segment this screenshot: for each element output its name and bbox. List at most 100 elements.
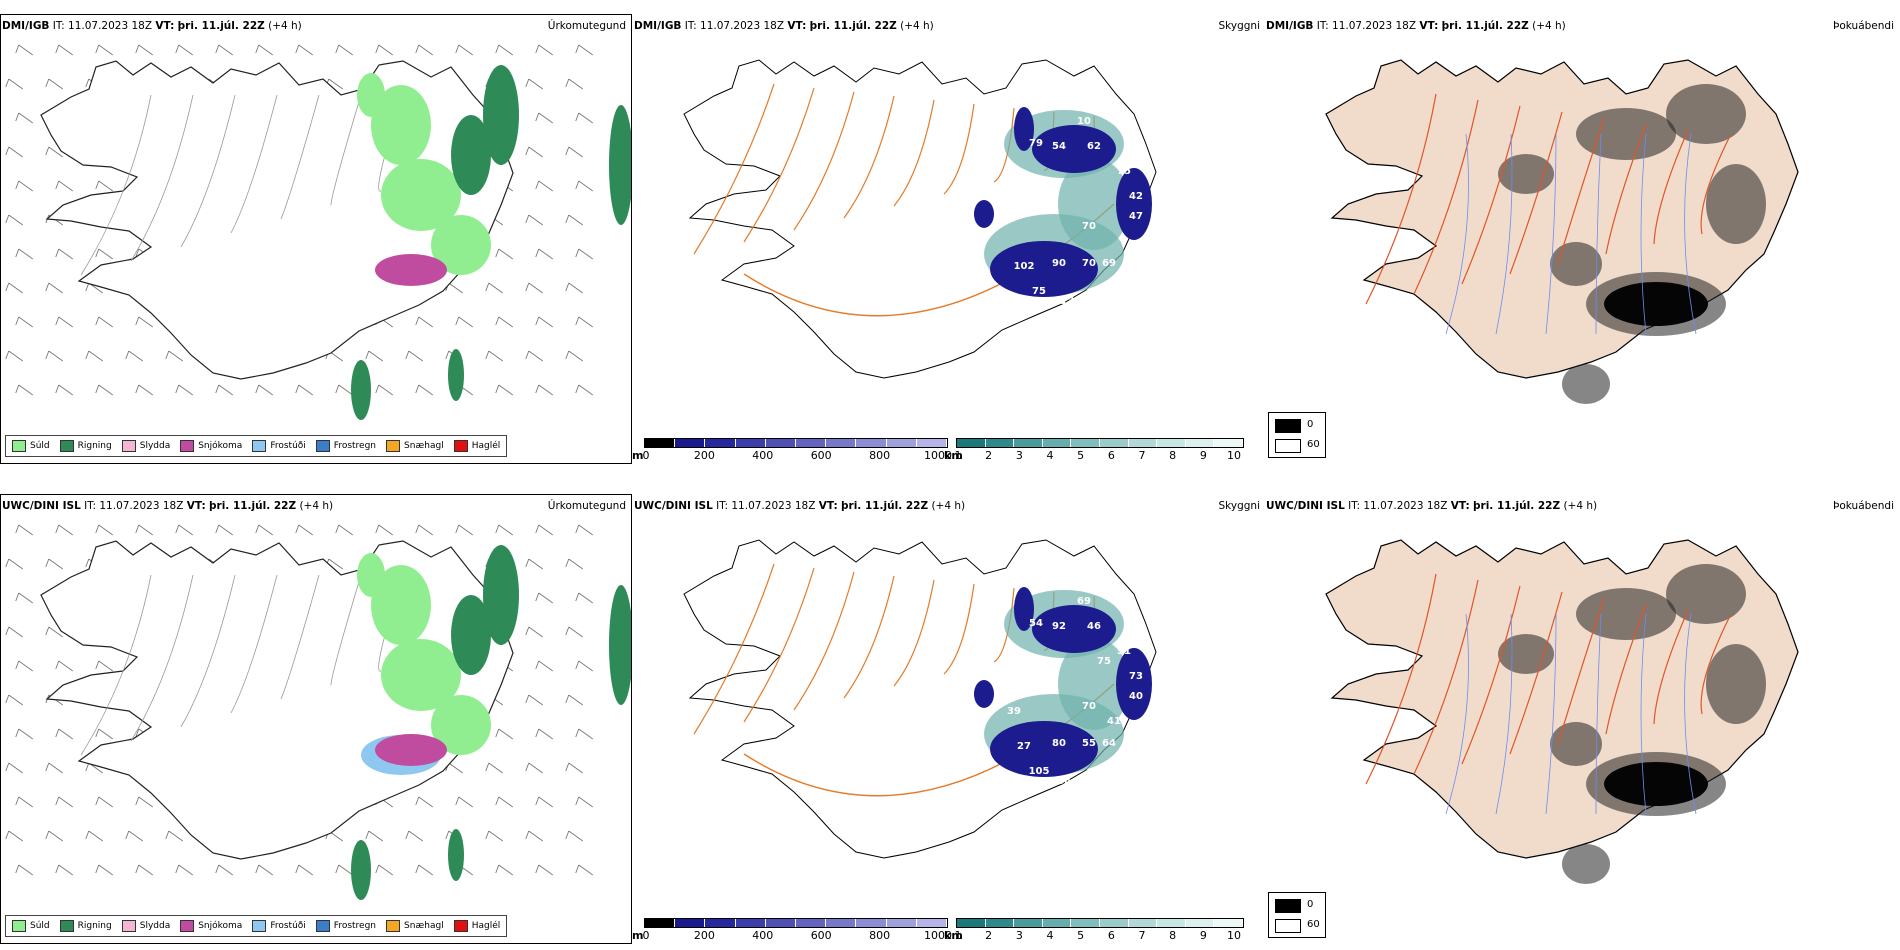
colorbar-segment — [1042, 919, 1072, 927]
contour-line — [180, 94, 236, 248]
colorbar-segment — [1071, 439, 1100, 447]
river-line — [1445, 133, 1469, 335]
visibility-value-label: 75 — [1032, 286, 1046, 297]
colorbar-tick: 8 — [1169, 449, 1177, 462]
visibility-value-label: 50 — [1029, 686, 1043, 697]
visibility-area — [1058, 638, 1130, 730]
river-line — [1545, 613, 1557, 815]
colorbar-segment — [985, 439, 1015, 447]
wind-barb — [455, 316, 474, 328]
visibility-colorbar: km 1 2 3 4 5 6 7 8 9 10 — [944, 436, 1266, 466]
drizzle-area — [431, 695, 491, 755]
visibility-value-label: 55 — [1082, 738, 1096, 749]
fog-map — [1325, 539, 1799, 884]
colorbar-tick: 10 — [1227, 929, 1241, 942]
road-line — [1509, 591, 1563, 755]
legend-item: Haglél — [453, 920, 500, 932]
river-line — [1640, 613, 1647, 815]
wind-barb — [255, 864, 274, 876]
colorbar-unit: km — [944, 449, 963, 462]
colorbar-tick: 2 — [985, 929, 993, 942]
wind-barb — [165, 350, 184, 362]
road-line — [743, 87, 815, 243]
wind-barb — [575, 384, 594, 396]
colorbar-tick: 1000 — [924, 449, 952, 462]
legend-item: Rigning — [59, 440, 112, 452]
wind-barb — [55, 316, 74, 328]
legend-swatch — [121, 440, 136, 452]
colorbar-strip — [644, 438, 948, 448]
colorbar-segment — [705, 919, 736, 927]
contour-line — [230, 574, 278, 714]
wind-barb — [575, 524, 594, 536]
visibility-value-label: 113 — [1054, 296, 1075, 307]
colorbar-segment — [1099, 439, 1129, 447]
colorbar-tick: 8 — [1169, 929, 1177, 942]
visibility-value-label: 69 — [1102, 258, 1116, 269]
fog-area — [1498, 634, 1554, 674]
river-line — [1595, 613, 1602, 815]
drizzle-area — [357, 553, 385, 597]
wind-barb — [535, 44, 554, 56]
wind-barb — [365, 350, 384, 362]
legend-item: Snjókoma — [180, 920, 242, 932]
wind-barb — [485, 350, 504, 362]
colorbar-tick: 800 — [869, 929, 891, 942]
colorbar-tick: 3 — [1015, 929, 1023, 942]
wind-barb — [375, 44, 394, 56]
road-line — [1557, 117, 1605, 265]
river-line — [1595, 133, 1602, 335]
visibility-value-label: 105 — [1029, 766, 1050, 777]
wind-barb — [5, 146, 24, 158]
legend-item: Snjókoma — [180, 440, 242, 452]
wind-barb — [535, 728, 554, 740]
wind-barb — [255, 524, 274, 536]
legend-label: Slydda — [139, 921, 171, 931]
wind-barb — [15, 44, 34, 56]
colorbar-segment — [645, 439, 676, 447]
wind-barb — [175, 864, 194, 876]
wind-barb — [335, 864, 354, 876]
vis-panel-uwc: 92 46 54 51 73 40 50 70 93 27 80 55 64 105 46 103 65 69 75… — [634, 494, 1264, 944]
visibility-value-label: 92 — [1052, 621, 1066, 632]
legend-swatch — [180, 440, 195, 452]
legend-swatch — [180, 920, 195, 932]
colorbar-tick: 0 — [642, 929, 650, 942]
wind-barb — [55, 728, 74, 740]
colorbar-segment — [1014, 919, 1043, 927]
drizzle-area — [357, 73, 385, 117]
wind-barb — [15, 728, 34, 740]
wind-barb — [295, 44, 314, 56]
colorbar-tick: 9 — [1199, 929, 1207, 942]
road-line — [1700, 135, 1731, 235]
wind-barb — [575, 180, 594, 192]
legend-item: Slydda — [121, 440, 170, 452]
wind-barb — [455, 44, 474, 56]
legend-label: Snæhagl — [404, 921, 444, 931]
wind-barb — [5, 350, 24, 362]
road-line — [1700, 615, 1731, 715]
low-visibility-area — [974, 200, 994, 228]
legend-swatch — [453, 440, 468, 452]
wind-barb — [525, 626, 544, 638]
rain-area — [448, 349, 464, 401]
fog-legend: 0 60 — [1268, 412, 1326, 458]
precip-map — [5, 44, 631, 420]
wind-barb — [95, 316, 114, 328]
legend-item: Frostúði — [252, 920, 306, 932]
wind-barb — [255, 384, 274, 396]
wind-barb — [535, 592, 554, 604]
wind-barb — [175, 524, 194, 536]
colorbar-tick: 1000 — [924, 929, 952, 942]
fog-area — [1706, 644, 1766, 724]
low-visibility-area — [1032, 125, 1116, 173]
visibility-value-label: 62 — [1087, 141, 1101, 152]
contour-line — [280, 574, 320, 700]
wind-barb — [5, 694, 24, 706]
legend-swatch — [59, 920, 74, 932]
wind-barb — [15, 660, 34, 672]
wind-barb — [45, 282, 64, 294]
legend-item: Súld — [12, 440, 50, 452]
river-line — [1445, 613, 1469, 815]
wind-barb — [15, 796, 34, 808]
